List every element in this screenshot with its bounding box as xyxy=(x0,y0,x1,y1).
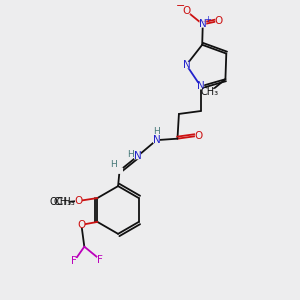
Text: +: + xyxy=(205,15,212,24)
FancyBboxPatch shape xyxy=(56,199,69,206)
FancyBboxPatch shape xyxy=(215,18,222,24)
FancyBboxPatch shape xyxy=(97,256,104,263)
Text: N: N xyxy=(134,151,142,161)
FancyBboxPatch shape xyxy=(70,258,78,264)
FancyBboxPatch shape xyxy=(134,153,141,159)
Text: N: N xyxy=(197,81,205,91)
FancyBboxPatch shape xyxy=(195,133,202,139)
FancyBboxPatch shape xyxy=(183,8,190,14)
FancyBboxPatch shape xyxy=(183,62,190,68)
Text: −: − xyxy=(176,1,186,11)
Text: O: O xyxy=(183,6,191,16)
FancyBboxPatch shape xyxy=(55,199,70,206)
Text: F: F xyxy=(98,255,103,265)
Text: N: N xyxy=(199,20,207,29)
Text: CH₃: CH₃ xyxy=(200,87,218,97)
Text: O: O xyxy=(215,16,223,26)
Text: N: N xyxy=(153,135,160,145)
FancyBboxPatch shape xyxy=(197,83,204,89)
FancyBboxPatch shape xyxy=(199,21,206,28)
FancyBboxPatch shape xyxy=(75,198,82,204)
FancyBboxPatch shape xyxy=(78,222,85,228)
FancyBboxPatch shape xyxy=(153,137,160,143)
Text: H: H xyxy=(110,160,116,169)
Text: O: O xyxy=(77,220,86,230)
FancyBboxPatch shape xyxy=(203,89,216,96)
Text: O: O xyxy=(74,196,83,206)
Text: N: N xyxy=(182,60,190,70)
Text: O: O xyxy=(194,131,202,141)
Text: H: H xyxy=(153,128,160,136)
Text: OCH₃: OCH₃ xyxy=(50,197,75,207)
FancyBboxPatch shape xyxy=(116,167,123,174)
Text: F: F xyxy=(71,256,77,266)
Text: CH₃: CH₃ xyxy=(53,197,72,207)
Text: H: H xyxy=(127,150,134,159)
